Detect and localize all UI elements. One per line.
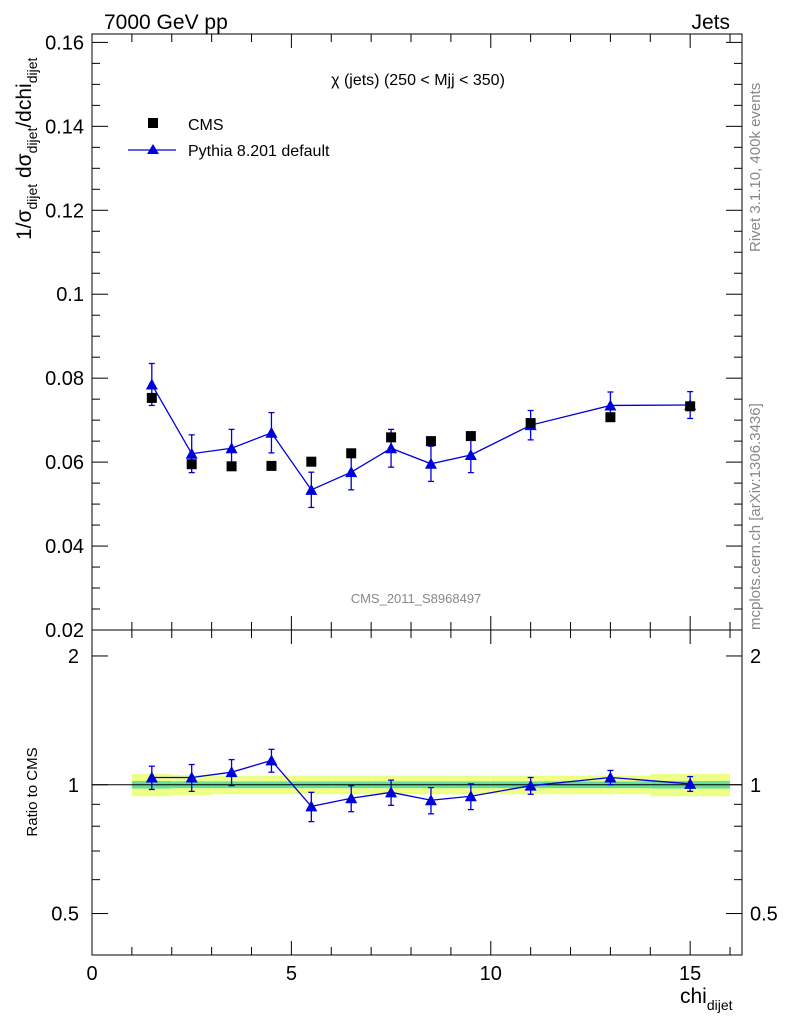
pythia-point [345, 466, 358, 478]
cms-point [306, 456, 317, 467]
x-tick-label: 10 [480, 963, 502, 985]
ratio-axis-ticks: 0.5 0.5 1 1 2 2 0 5 10 15 [51, 630, 778, 985]
pythia-point [424, 457, 437, 469]
ratio-panel: 0.5 0.5 1 1 2 2 0 5 10 15 Ratio to CMS chidijet [24, 629, 778, 1013]
cms-series [146, 392, 696, 472]
ratio-pythia-point [464, 790, 477, 802]
plot-title: χ (jets) (250 < Mjj < 350) [331, 72, 505, 89]
cms-point [465, 431, 476, 442]
header-process: Jets [691, 11, 730, 34]
cms-point [386, 432, 397, 443]
ratio-y-axis-label: Ratio to CMS [24, 747, 41, 836]
main-y-tick-label: 0.08 [45, 368, 84, 390]
main-y-axis-label: 1/σdijet dσdijet/dchidijet [13, 58, 40, 240]
ratio-pythia-point [604, 771, 617, 783]
analysis-watermark: CMS_2011_S8968497 [351, 591, 482, 606]
pythia-point [225, 442, 238, 454]
x-axis-label: chidijet [680, 985, 733, 1013]
cms-point [605, 412, 616, 423]
header-energy: 7000 GeV pp [104, 11, 228, 34]
ratio-frame [91, 629, 743, 956]
ratio-y-tick-label-right: 1 [750, 775, 761, 797]
cms-point [685, 401, 696, 412]
main-panel: χ (jets) (250 < Mjj < 350) CMS_2011_S896… [13, 32, 743, 642]
ratio-pythia-line [151, 759, 691, 808]
cms-point [226, 461, 237, 472]
ratio-y-tick-label: 1 [68, 775, 79, 797]
pythia-point [385, 442, 398, 454]
cms-point [266, 460, 277, 471]
main-y-tick-label: 0.1 [56, 284, 84, 306]
cms-point [425, 436, 436, 447]
pythia-point [305, 483, 318, 495]
ratio-pythia-point [684, 777, 697, 789]
ratio-y-tick-label: 2 [68, 646, 79, 668]
cms-point [146, 392, 157, 403]
legend-cms-label: CMS [188, 117, 224, 134]
ratio-pythia-point [524, 779, 537, 791]
main-y-tick-label: 0.12 [45, 200, 84, 222]
legend-cms-marker [148, 118, 158, 128]
main-y-tick-label: 0.04 [45, 536, 84, 558]
main-y-tick-label: 0.02 [45, 620, 84, 642]
ratio-y-tick-label-right: 2 [750, 646, 761, 668]
legend-pythia-label: Pythia 8.201 default [188, 143, 330, 160]
pythia-point [604, 399, 617, 411]
legend: CMS Pythia 8.201 default [128, 117, 330, 160]
ratio-y-tick-label-right: 0.5 [750, 904, 778, 926]
ratio-pythia-point [305, 800, 318, 812]
main-y-tick-label: 0.06 [45, 452, 84, 474]
ratio-pythia-point [225, 766, 238, 778]
ratio-y-tick-label: 0.5 [51, 904, 79, 926]
pythia-point [464, 448, 477, 460]
main-y-tick-label: 0.14 [45, 116, 84, 138]
ratio-pythia-point [265, 754, 278, 766]
pythia-series [145, 362, 697, 509]
pythia-point [185, 447, 198, 459]
ratio-pythia-series [145, 748, 697, 823]
ratio-pythia-point [185, 771, 198, 783]
legend-pythia-marker [147, 144, 159, 154]
pythia-point [265, 426, 278, 438]
x-tick-label: 15 [679, 963, 701, 985]
ratio-pythia-point [345, 792, 358, 804]
pythia-point [145, 378, 158, 390]
rivet-label: Rivet 3.1.10, 400k events [747, 83, 764, 252]
x-tick-label: 0 [86, 963, 97, 985]
ratio-pythia-point [424, 794, 437, 806]
cms-point [186, 459, 197, 470]
mcplots-label: mcplots.cern.ch [arXiv:1306.3436] [747, 403, 764, 630]
x-tick-label: 5 [286, 963, 297, 985]
main-axis-ticks: 0.02 0.04 0.06 0.08 0.1 0.12 0.14 0.16 [45, 32, 742, 642]
ratio-pythia-point [145, 771, 158, 783]
ratio-pythia-point [385, 786, 398, 798]
pythia-line [151, 384, 691, 491]
main-y-tick-label: 0.16 [45, 32, 84, 54]
cms-point [346, 448, 357, 459]
cms-point [525, 418, 536, 429]
